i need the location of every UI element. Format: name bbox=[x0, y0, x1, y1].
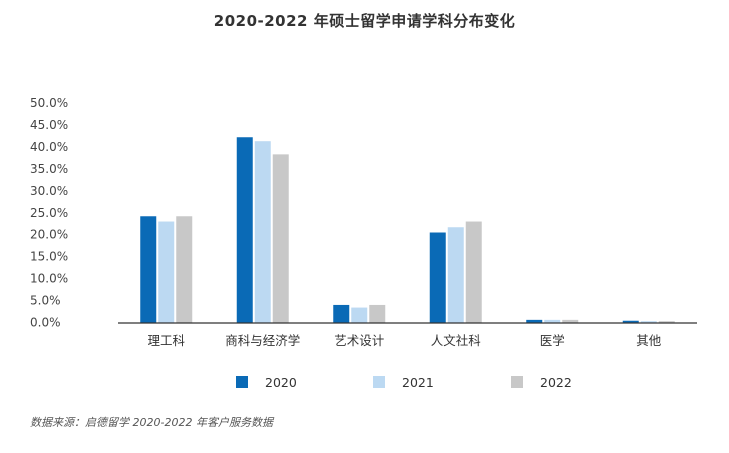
y-tick-label: 50.0% bbox=[30, 96, 68, 110]
y-tick-label: 40.0% bbox=[30, 140, 68, 154]
bar bbox=[176, 216, 193, 323]
y-tick-label: 30.0% bbox=[30, 184, 68, 198]
y-tick-label: 35.0% bbox=[30, 162, 68, 176]
bar bbox=[254, 141, 271, 323]
bar bbox=[158, 221, 175, 323]
y-tick-label: 10.0% bbox=[30, 272, 68, 286]
chart-title: 2020-2022 年硕士留学申请学科分布变化 bbox=[213, 12, 516, 30]
bar bbox=[140, 216, 157, 323]
bar bbox=[429, 232, 446, 323]
y-tick-label: 5.0% bbox=[30, 294, 61, 308]
bar bbox=[333, 304, 350, 323]
x-category-label: 理工科 bbox=[147, 333, 185, 348]
bar bbox=[640, 321, 657, 323]
y-tick-label: 15.0% bbox=[30, 250, 68, 264]
x-category-label: 其他 bbox=[636, 333, 662, 348]
y-tick-label: 20.0% bbox=[30, 228, 68, 242]
legend-label: 2021 bbox=[402, 375, 434, 390]
bar bbox=[351, 307, 368, 323]
data-source-note: 数据来源：启德留学 2020-2022 年客户服务数据 bbox=[30, 416, 273, 429]
legend-swatch bbox=[373, 376, 385, 388]
bar bbox=[272, 154, 289, 323]
bar bbox=[447, 227, 464, 323]
y-tick-label: 0.0% bbox=[30, 316, 61, 330]
bar bbox=[622, 320, 639, 323]
bar bbox=[369, 304, 386, 323]
bar bbox=[236, 137, 253, 323]
bar bbox=[562, 319, 579, 323]
legend-label: 2020 bbox=[265, 375, 297, 390]
x-category-label: 商科与经济学 bbox=[225, 333, 300, 348]
bar bbox=[544, 319, 561, 323]
legend-swatch bbox=[236, 376, 248, 388]
x-category-label: 人文社科 bbox=[431, 333, 482, 348]
x-category-label: 艺术设计 bbox=[334, 333, 384, 348]
x-category-label: 医学 bbox=[540, 333, 565, 348]
bar bbox=[526, 319, 543, 323]
legend-label: 2022 bbox=[540, 375, 572, 390]
bar bbox=[465, 221, 482, 323]
bar bbox=[658, 321, 675, 323]
y-tick-label: 45.0% bbox=[30, 118, 68, 132]
y-tick-label: 25.0% bbox=[30, 206, 68, 220]
legend-swatch bbox=[511, 376, 523, 388]
